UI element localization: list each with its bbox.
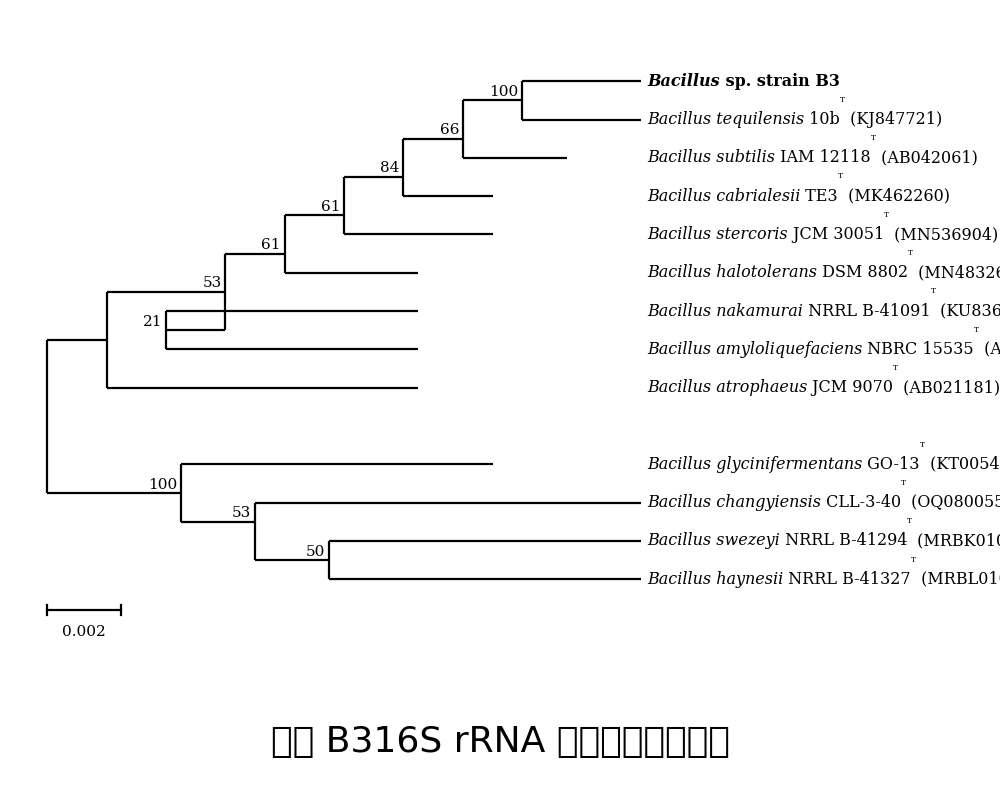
Text: 61: 61 <box>321 199 340 214</box>
Text: 53: 53 <box>202 276 222 290</box>
Text: (AB042061): (AB042061) <box>876 149 977 166</box>
Text: (MRBK01000096): (MRBK01000096) <box>912 532 1000 550</box>
Text: Bacillus amyloliquefaciens: Bacillus amyloliquefaciens <box>647 341 862 358</box>
Text: 53: 53 <box>232 506 251 520</box>
Text: 菌株 B316S rRNA 序列的系统发育树: 菌株 B316S rRNA 序列的系统发育树 <box>271 725 729 759</box>
Text: (MK462260): (MK462260) <box>843 188 950 205</box>
Text: ᵀ: ᵀ <box>920 440 925 454</box>
Text: Bacillus atrophaeus: Bacillus atrophaeus <box>647 379 807 396</box>
Text: Bacillus tequilensis: Bacillus tequilensis <box>647 111 804 128</box>
Text: Bacillus: Bacillus <box>647 73 720 89</box>
Text: ᵀ: ᵀ <box>974 326 979 338</box>
Text: (AB325583): (AB325583) <box>979 341 1000 358</box>
Text: Bacillus swezeyi: Bacillus swezeyi <box>647 532 780 550</box>
Text: ᵀ: ᵀ <box>930 287 935 301</box>
Text: ᵀ: ᵀ <box>838 173 843 185</box>
Text: ᵀ: ᵀ <box>907 517 912 531</box>
Text: ᵀ: ᵀ <box>840 96 845 109</box>
Text: Bacillus halotolerans: Bacillus halotolerans <box>647 265 817 281</box>
Text: Bacillus changyiensis: Bacillus changyiensis <box>647 495 821 511</box>
Text: Bacillus glycinifermentans: Bacillus glycinifermentans <box>647 456 862 473</box>
Text: (KJ847721): (KJ847721) <box>845 111 942 128</box>
Text: (KT005408): (KT005408) <box>925 456 1000 473</box>
Text: JCM 30051: JCM 30051 <box>788 226 884 243</box>
Text: (MN483266): (MN483266) <box>913 265 1000 281</box>
Text: NRRL B-41091: NRRL B-41091 <box>803 302 930 319</box>
Text: ᵀ: ᵀ <box>911 556 916 568</box>
Text: (AB021181): (AB021181) <box>898 379 1000 396</box>
Text: sp. strain B3: sp. strain B3 <box>720 73 839 89</box>
Text: (MN536904): (MN536904) <box>889 226 998 243</box>
Text: (KU836854): (KU836854) <box>935 302 1000 319</box>
Text: ᵀ: ᵀ <box>901 479 906 492</box>
Text: (MRBL01000076): (MRBL01000076) <box>916 571 1000 588</box>
Text: ᵀ: ᵀ <box>884 210 889 224</box>
Text: CLL-3-40: CLL-3-40 <box>821 495 901 511</box>
Text: 0.002: 0.002 <box>62 625 106 638</box>
Text: Bacillus subtilis: Bacillus subtilis <box>647 149 775 166</box>
Text: Bacillus haynesii: Bacillus haynesii <box>647 571 783 588</box>
Text: ᵀ: ᵀ <box>908 249 913 262</box>
Text: IAM 12118: IAM 12118 <box>775 149 871 166</box>
Text: 10b: 10b <box>804 111 840 128</box>
Text: NBRC 15535: NBRC 15535 <box>862 341 974 358</box>
Text: 100: 100 <box>148 477 177 491</box>
Text: Bacillus stercoris: Bacillus stercoris <box>647 226 788 243</box>
Text: (OQ080055): (OQ080055) <box>906 495 1000 511</box>
Text: ᵀ: ᵀ <box>871 134 876 147</box>
Text: ᵀ: ᵀ <box>893 364 898 377</box>
Text: NRRL B-41294: NRRL B-41294 <box>780 532 907 550</box>
Text: 50: 50 <box>306 545 326 559</box>
Text: NRRL B-41327: NRRL B-41327 <box>783 571 911 588</box>
Text: 66: 66 <box>440 123 459 137</box>
Text: Bacillus cabrialesii: Bacillus cabrialesii <box>647 188 800 205</box>
Text: 61: 61 <box>261 238 281 252</box>
Text: 100: 100 <box>489 85 519 99</box>
Text: 84: 84 <box>380 162 400 176</box>
Text: JCM 9070: JCM 9070 <box>807 379 893 396</box>
Text: GO-13: GO-13 <box>862 456 920 473</box>
Text: Bacillus nakamurai: Bacillus nakamurai <box>647 302 803 319</box>
Text: TE3: TE3 <box>800 188 838 205</box>
Text: 21: 21 <box>143 315 162 329</box>
Text: DSM 8802: DSM 8802 <box>817 265 908 281</box>
